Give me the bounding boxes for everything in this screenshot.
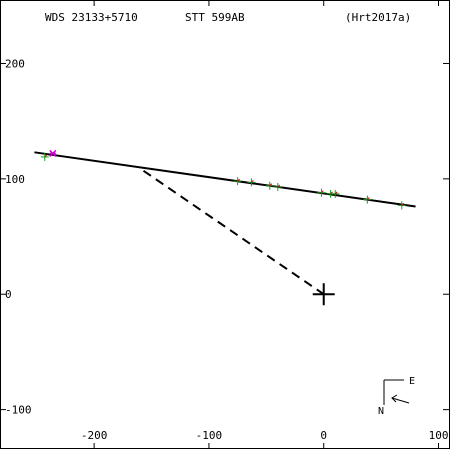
east-label: E [409,376,415,387]
north-label: N [378,406,384,417]
observation-point [397,201,406,210]
x-tick-label: -100 [196,429,223,442]
primary-star-marker [312,283,335,306]
discoverer-label: STT 599AB [185,11,245,24]
x-tick-label: 0 [320,429,327,442]
y-tick-label: 100 [5,173,25,186]
wds-id-label: WDS 23133+5710 [45,11,138,24]
reference-label: (Hrt2017a) [345,11,411,24]
x-axis-ticks: -200 -100 0 100 [81,0,449,449]
observation-point [273,182,282,191]
y-tick-label: 200 [5,57,25,70]
observation-point [317,188,326,197]
x-tick-label: -200 [81,429,108,442]
observation-point [233,177,242,186]
node-line [142,169,325,296]
observation-points [40,149,406,210]
y-tick-label: -100 [5,404,32,417]
motion-arrow-shaft [391,397,410,404]
motion-arrow-head [391,394,398,403]
x-tick-label: 100 [429,429,449,442]
orbit-line [34,151,416,208]
observation-point [331,189,340,198]
recent-observation-point [49,149,57,157]
observation-point [247,178,256,187]
observation-point [265,181,274,190]
y-axis-ticks: -100 0 100 200 [0,57,449,417]
observation-point [40,152,49,161]
orientation-indicator: E N [378,376,415,417]
y-tick-label: 0 [5,288,12,301]
observation-point [363,195,372,204]
